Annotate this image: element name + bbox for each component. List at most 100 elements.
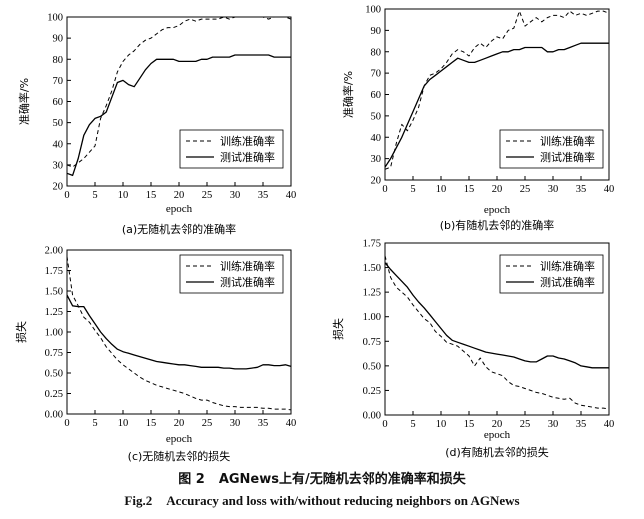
figure-panels: 0 5 10 15 20 25 30 35 402030405060708090100epoch… xyxy=(14,5,614,464)
figure-caption-cn: 图 2 AGNews上有/无随机去邻的准确率和损失 xyxy=(0,468,644,487)
x-tick-label: 40 xyxy=(286,418,297,429)
chart-panel-2: 0 5 10 15 20 25 30 35 40 20 30 40 50 60 70 80 90 100 epoch… xyxy=(341,5,614,233)
y-tick-label: 1.50 xyxy=(363,263,381,274)
x-tick-label: 30 xyxy=(548,184,559,195)
y-tick-label: 1.00 xyxy=(363,312,381,323)
chart-panel-4: 0 5 10 15 20 25 30 35 40 0.00 0.25 0.50 0.75 1.00 1.25… xyxy=(331,239,614,460)
y-tick-label: 60 xyxy=(53,97,64,108)
legend-box xyxy=(499,254,604,294)
y-tick-label: 1.25 xyxy=(45,307,63,318)
y-tick-label: 100 xyxy=(47,13,63,24)
y-tick-label: 30 xyxy=(53,160,64,171)
legend-box xyxy=(179,254,284,294)
x-tick-label: 0 xyxy=(64,418,69,429)
y-tick-label: 0.00 xyxy=(363,411,381,422)
y-tick-label: 0.50 xyxy=(363,361,381,372)
y-tick-label: 100 xyxy=(365,5,381,16)
figure-number-en: Fig.2 xyxy=(124,493,153,508)
x-tick-label: 30 xyxy=(230,418,241,429)
legend-label: 训练准确率 xyxy=(540,259,595,273)
x-tick-label: 0 xyxy=(64,190,69,201)
panel-subtitle: (c)无随机去邻的损失 xyxy=(128,449,231,463)
y-tick-label: 80 xyxy=(371,47,382,58)
x-tick-label: 35 xyxy=(576,184,587,195)
x-tick-label: 25 xyxy=(520,419,531,430)
x-tick-label: 40 xyxy=(286,190,297,201)
y-tick-label: 20 xyxy=(53,182,64,193)
x-tick-label: 5 xyxy=(410,419,415,430)
x-tick-label: 25 xyxy=(202,190,213,201)
x-tick-label: 40 xyxy=(604,184,615,195)
y-tick-label: 50 xyxy=(371,111,382,122)
x-axis-label: epoch xyxy=(166,203,193,215)
y-tick-label: 0.25 xyxy=(363,386,381,397)
y-tick-label: 1.75 xyxy=(45,266,63,277)
legend-label: 训练准确率 xyxy=(540,134,595,148)
series-line-train xyxy=(384,10,610,170)
x-tick-label: 35 xyxy=(258,190,269,201)
x-tick-label: 0 xyxy=(382,419,387,430)
x-tick-label: 20 xyxy=(492,184,503,195)
x-tick-label: 25 xyxy=(202,418,213,429)
x-tick-label: 10 xyxy=(436,184,447,195)
x-axis-label: epoch xyxy=(484,204,511,216)
chart-panel-3: 0 5 10 15 20 25 30 35 40 0.00 0.25 0.50 0.75 1.00 1.25… xyxy=(14,246,296,464)
y-tick-label: 0.50 xyxy=(45,369,63,380)
x-tick-label: 15 xyxy=(464,419,475,430)
y-axis-label: 准确率/% xyxy=(341,71,355,118)
chart-panel-1: 0 5 10 15 20 25 30 35 40 20 30 40 50 60 70 80 90 100 epoch… xyxy=(17,13,296,237)
legend-label: 测试准确率 xyxy=(220,150,275,164)
legend-label: 测试准确率 xyxy=(220,275,275,289)
y-tick-label: 1.50 xyxy=(45,287,63,298)
figure-caption-en: Fig.2 Accuracy and loss with/without redu… xyxy=(0,493,644,509)
y-tick-label: 70 xyxy=(371,69,382,80)
x-tick-label: 0 xyxy=(382,184,387,195)
y-tick-label: 1.25 xyxy=(363,288,381,299)
x-tick-label: 5 xyxy=(410,184,415,195)
series-line-test xyxy=(66,294,292,370)
series-line-train xyxy=(384,255,610,410)
x-tick-label: 30 xyxy=(548,419,559,430)
x-tick-label: 5 xyxy=(92,418,97,429)
panel-subtitle: (d)有随机去邻的损失 xyxy=(445,445,549,459)
y-tick-label: 40 xyxy=(53,139,64,150)
legend-label: 测试准确率 xyxy=(540,150,595,164)
x-tick-label: 40 xyxy=(604,419,615,430)
series-line-test xyxy=(66,54,291,177)
y-tick-label: 30 xyxy=(371,154,382,165)
legend-label: 训练准确率 xyxy=(220,259,275,273)
x-tick-label: 15 xyxy=(146,418,157,429)
x-tick-label: 10 xyxy=(118,418,129,429)
x-tick-label: 25 xyxy=(520,184,531,195)
panel-subtitle: (a)无随机去邻的准确率 xyxy=(122,222,236,236)
legend-box xyxy=(179,129,284,169)
y-axis-label: 准确率/% xyxy=(17,78,31,125)
x-tick-label: 35 xyxy=(576,419,587,430)
x-tick-label: 20 xyxy=(174,190,185,201)
legend-box xyxy=(499,129,604,169)
x-tick-label: 10 xyxy=(436,419,447,430)
x-tick-label: 15 xyxy=(464,184,475,195)
legend-label: 测试准确率 xyxy=(540,275,595,289)
x-tick-label: 20 xyxy=(174,418,185,429)
y-tick-label: 0.75 xyxy=(45,348,63,359)
y-tick-label: 80 xyxy=(53,55,64,66)
y-axis-label: 损失 xyxy=(331,318,345,340)
y-tick-label: 60 xyxy=(371,90,382,101)
x-axis-label: epoch xyxy=(166,433,193,445)
y-tick-label: 90 xyxy=(53,34,64,45)
series-line-test xyxy=(384,262,609,369)
y-axis-label: 损失 xyxy=(14,321,28,343)
y-tick-label: 2.00 xyxy=(45,246,63,257)
y-tick-label: 40 xyxy=(371,133,382,144)
y-tick-label: 0.00 xyxy=(45,410,63,421)
y-tick-label: 90 xyxy=(371,26,382,37)
legend-label: 训练准确率 xyxy=(220,134,275,148)
y-tick-label: 70 xyxy=(53,76,64,87)
y-tick-label: 0.75 xyxy=(363,337,381,348)
x-tick-label: 30 xyxy=(230,190,241,201)
panel-subtitle: (b)有随机去邻的准确率 xyxy=(440,218,555,232)
